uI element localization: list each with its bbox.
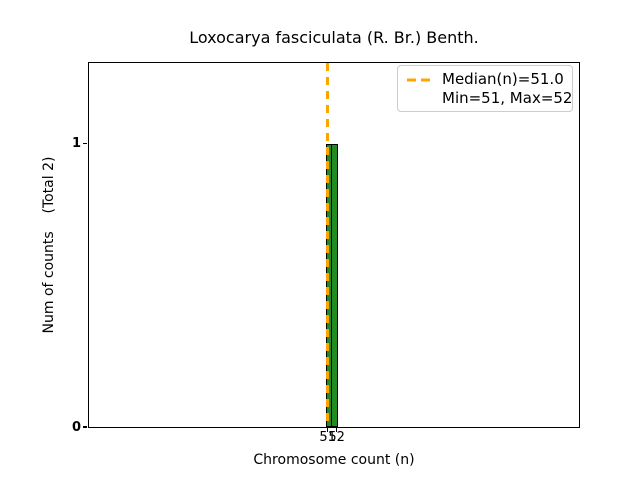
x-tick	[336, 428, 338, 432]
legend-entry-label: Min=51, Max=52	[442, 89, 573, 107]
legend: Median(n)=51.0 Min=51, Max=52	[397, 65, 573, 112]
x-tick-label: 51	[319, 430, 336, 445]
x-tick-label: 52	[328, 430, 345, 445]
legend-empty-marker	[407, 97, 432, 101]
legend-entry-label: Median(n)=51.0	[442, 70, 564, 88]
y-tick	[83, 143, 87, 145]
x-tick	[327, 428, 329, 432]
y-axis-label: Num of counts (Total 2)	[41, 156, 57, 334]
x-axis-label: Chromosome count (n)	[253, 452, 415, 468]
chart-title: Loxocarya fasciculata (R. Br.) Benth.	[189, 28, 479, 47]
y-tick-label: 1	[71, 136, 81, 152]
plot-area	[88, 62, 580, 428]
y-tick-label: 0	[71, 419, 81, 435]
legend-dash-icon	[407, 78, 432, 81]
median-line	[326, 63, 329, 427]
legend-entry: Median(n)=51.0	[407, 70, 564, 89]
histogram-bar	[330, 143, 339, 427]
legend-entry: Min=51, Max=52	[407, 89, 572, 108]
y-tick	[83, 426, 87, 428]
